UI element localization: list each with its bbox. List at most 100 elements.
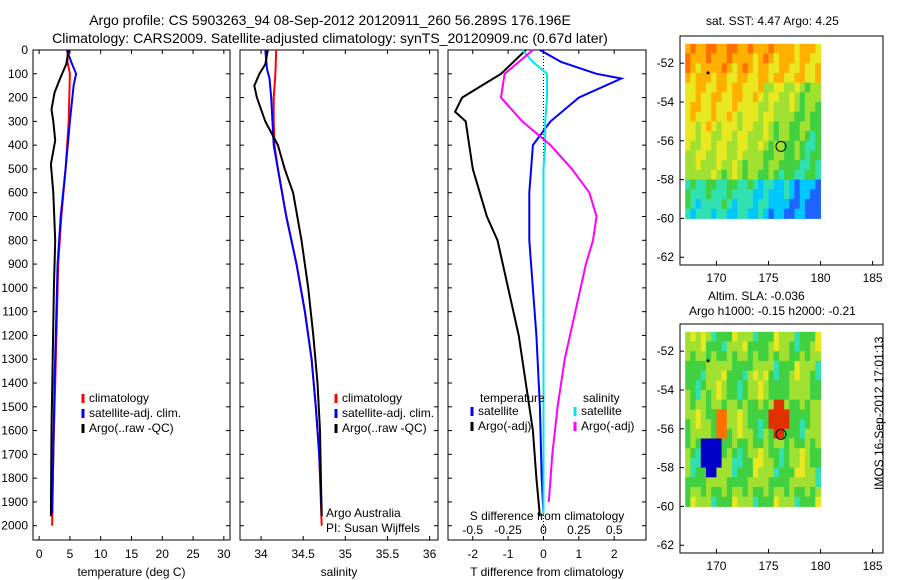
map-cell: [789, 390, 795, 401]
map-cell: [752, 448, 759, 459]
map-cell: [742, 380, 749, 391]
map-cell: [763, 448, 769, 459]
map-cell: [700, 160, 707, 171]
map-cell: [737, 419, 743, 430]
map-cell: [758, 160, 764, 171]
map-cell: [799, 72, 806, 84]
map-cell: [815, 360, 821, 372]
x-tick-label: -1: [503, 547, 514, 561]
map-cell: [685, 496, 691, 507]
map-cell: [773, 331, 780, 342]
map-cell: [794, 399, 801, 410]
map-cell: [804, 102, 811, 113]
map-cell: [752, 487, 759, 498]
map-cell: [758, 53, 764, 64]
map-cell: [732, 331, 738, 342]
map-cell: [685, 72, 691, 84]
map-cell: [685, 380, 691, 391]
map-cell: [737, 160, 743, 171]
map-cell: [815, 390, 821, 401]
map-cell: [700, 457, 707, 469]
map-cell: [695, 169, 702, 181]
map-cell: [810, 140, 816, 151]
map-cell: [810, 457, 816, 469]
map-cell: [732, 341, 738, 352]
map-cell: [700, 208, 707, 219]
map-cell: [768, 92, 775, 103]
map-cell: [789, 496, 795, 507]
map-cell: [810, 199, 816, 210]
map-cell: [732, 360, 738, 372]
series-argo-raw-qc-: [253, 49, 323, 517]
depth-tick-label: 400: [8, 138, 28, 152]
map-cell: [695, 82, 702, 93]
map-cell: [685, 390, 691, 401]
map-cell: [737, 448, 743, 459]
map-cell: [810, 487, 816, 498]
depth-tick-label: 200: [8, 91, 28, 105]
x-tick-label: 1: [575, 547, 582, 561]
map-cell: [799, 448, 806, 459]
map-cell: [695, 457, 702, 469]
map-cell: [773, 111, 780, 122]
map-cell: [685, 208, 691, 219]
map-cell: [752, 351, 759, 362]
map-cell: [721, 496, 728, 507]
map-cell: [773, 409, 780, 420]
map-cell: [690, 399, 697, 410]
map-cell: [700, 121, 707, 132]
map-cell: [747, 140, 754, 151]
map-cell: [716, 63, 723, 74]
map-cell: [711, 360, 717, 372]
map-cell: [810, 208, 816, 219]
map-cell: [810, 121, 816, 132]
map-cell: [711, 419, 717, 430]
map-cell: [685, 467, 691, 478]
map-cell: [784, 477, 790, 488]
map-lat-label: -58: [657, 173, 675, 187]
map-cell: [773, 72, 780, 84]
map-cell: [711, 53, 717, 64]
map-cell: [773, 438, 780, 449]
depth-tick-label: 1100: [2, 305, 28, 319]
map-cell: [747, 102, 754, 113]
map-cell: [799, 487, 806, 498]
depth-tick-label: 1300: [1, 352, 28, 366]
map-cell: [758, 438, 764, 449]
map-cell: [737, 351, 743, 362]
map-cell: [690, 208, 697, 219]
map-cell: [700, 111, 707, 122]
map-cell: [732, 370, 738, 381]
map-cell: [773, 131, 780, 142]
map-cell: [815, 419, 821, 430]
map-cell: [726, 477, 733, 488]
map-cell: [784, 169, 790, 181]
depth-tick-label: 600: [8, 186, 28, 200]
map-cell: [794, 53, 801, 64]
map-cell: [799, 428, 806, 439]
map-cell: [758, 208, 764, 219]
map-cell: [721, 360, 728, 372]
legend-label: satellite: [581, 404, 622, 418]
map-cell: [763, 331, 769, 342]
depth-tick-label: 700: [8, 210, 28, 224]
map-cell: [685, 111, 691, 122]
map-cell: [773, 199, 780, 210]
map-cell: [768, 457, 775, 469]
imos-timestamp: IMOS 16-Sep-2012 17:01:13: [872, 336, 886, 490]
map-cell: [784, 140, 790, 151]
map-cell: [768, 360, 775, 372]
map-cell: [742, 457, 749, 469]
map-cell: [732, 43, 738, 54]
map-cell: [726, 150, 733, 161]
map-cell: [721, 438, 728, 449]
map-cell: [763, 53, 769, 64]
map-cell: [695, 428, 702, 439]
map-cell: [690, 496, 697, 507]
map-cell: [758, 121, 764, 132]
map-cell: [726, 438, 733, 449]
map-cell: [763, 82, 769, 93]
map-cell: [726, 467, 733, 478]
map-cell: [706, 92, 712, 103]
map-cell: [778, 72, 785, 84]
